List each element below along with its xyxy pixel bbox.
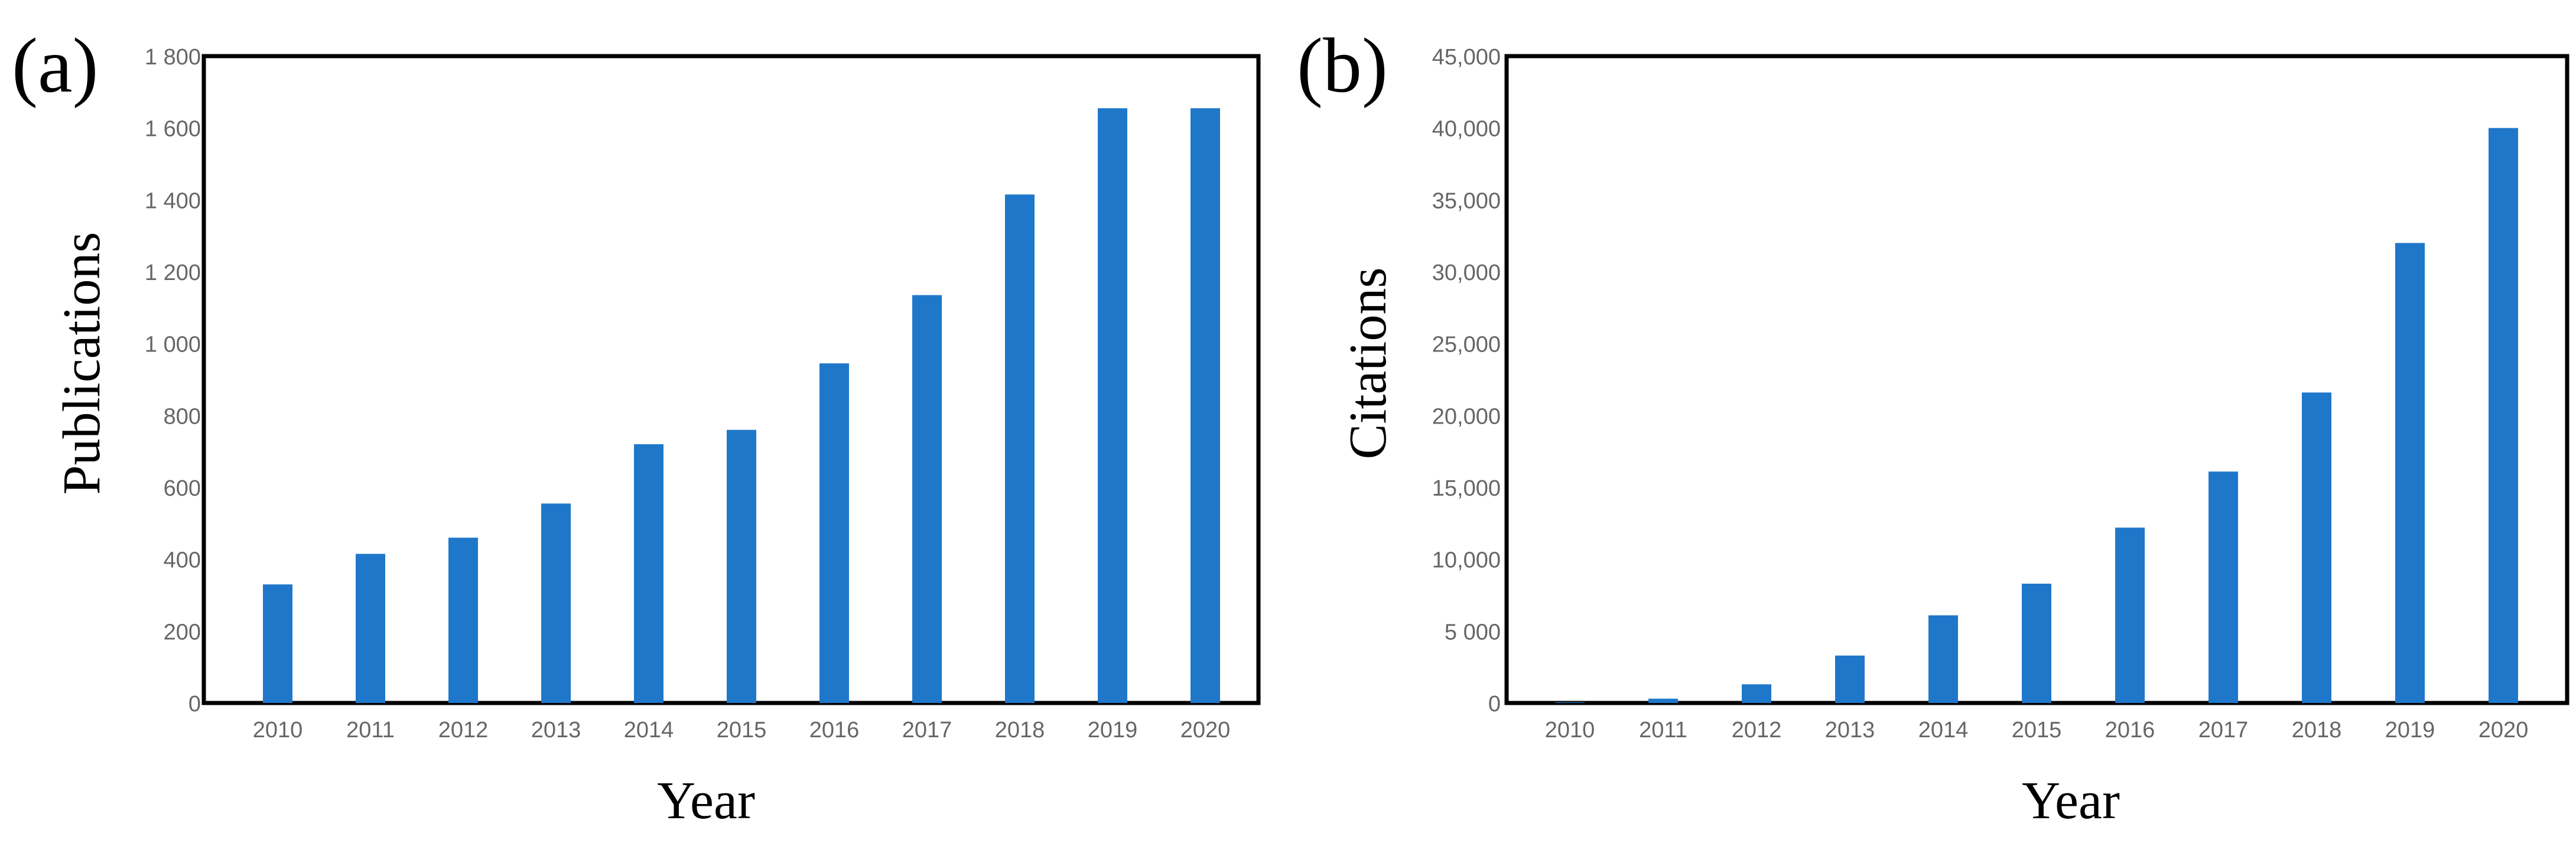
y-tick-label-b-45000: 45,000 — [1432, 45, 1501, 70]
y-tick-label-b-35000: 35,000 — [1432, 188, 1501, 213]
y-tick-label-b-30000: 30,000 — [1432, 261, 1501, 285]
y-tick-label-b-5000: 5 000 — [1445, 620, 1501, 645]
y-tick-label-a-200: 200 — [164, 620, 201, 645]
x-tick-label-a-2017: 2017 — [902, 718, 952, 743]
y-axis-title-b: Citations — [1339, 267, 1397, 459]
bar-a-2020 — [1191, 108, 1220, 704]
x-tick-label-b-2013: 2013 — [1825, 718, 1875, 743]
bar-b-2019 — [2395, 243, 2425, 703]
y-tick-label-b-0: 0 — [1488, 692, 1501, 717]
chart-a: (a) 0 200 400 600 800 1 000 1 200 1 400 1 600 1 8… — [12, 22, 1261, 830]
x-tick-label-b-2020: 2020 — [2479, 718, 2529, 743]
y-axis-title-a: Publications — [53, 232, 111, 495]
x-tick-label-b-2014: 2014 — [1918, 718, 1969, 743]
bar-b-2010 — [1555, 702, 1585, 703]
x-tick-label-a-2014: 2014 — [624, 718, 674, 743]
y-tick-label-a-1800: 1 800 — [145, 45, 201, 70]
x-tick-label-a-2019: 2019 — [1088, 718, 1138, 743]
x-tick-label-b-2018: 2018 — [2292, 718, 2342, 743]
bars-b — [1555, 128, 2518, 703]
x-tick-labels-b: 2010 2011 2012 2013 2014 2015 2016 2017 2018 2019… — [1545, 718, 2529, 743]
bar-b-2017 — [2209, 471, 2238, 703]
x-axis-title-a: Year — [657, 772, 755, 830]
y-tick-label-b-10000: 10,000 — [1432, 548, 1501, 573]
y-tick-label-a-800: 800 — [164, 404, 201, 429]
x-tick-label-a-2010: 2010 — [253, 718, 303, 743]
x-tick-label-a-2020: 2020 — [1180, 718, 1231, 743]
bar-a-2017 — [912, 295, 942, 704]
x-tick-label-b-2016: 2016 — [2105, 718, 2155, 743]
y-tick-label-a-1200: 1 200 — [145, 261, 201, 285]
x-tick-label-b-2017: 2017 — [2198, 718, 2249, 743]
x-tick-label-b-2019: 2019 — [2385, 718, 2435, 743]
bar-a-2013 — [541, 503, 571, 703]
y-tick-label-a-0: 0 — [188, 692, 201, 717]
x-axis-title-b: Year — [2022, 772, 2120, 830]
chart-b: (b) 0 5 000 10,000 15,000 20,000 25,000 30,000… — [1297, 22, 2570, 830]
x-tick-labels-a: 2010 2011 2012 2013 2014 2015 2016 2017 2018 2019… — [253, 718, 1231, 743]
x-tick-label-a-2018: 2018 — [995, 718, 1045, 743]
bar-a-2016 — [819, 363, 849, 703]
panel-label-a: (a) — [12, 22, 99, 109]
y-tick-labels-a: 0 200 400 600 800 1 000 1 200 1 400 1 600 1 800 — [145, 45, 201, 717]
bar-b-2012 — [1742, 684, 1771, 703]
y-tick-label-a-1000: 1 000 — [145, 333, 201, 357]
y-tick-label-b-40000: 40,000 — [1432, 117, 1501, 142]
x-tick-label-a-2013: 2013 — [531, 718, 581, 743]
bar-b-2016 — [2115, 528, 2145, 703]
y-tick-label-a-1400: 1 400 — [145, 188, 201, 213]
x-tick-label-a-2012: 2012 — [438, 718, 489, 743]
y-tick-label-a-1600: 1 600 — [145, 117, 201, 142]
y-tick-label-b-15000: 15,000 — [1432, 476, 1501, 501]
bar-b-2011 — [1648, 698, 1678, 703]
bar-a-2019 — [1098, 108, 1127, 704]
x-tick-label-a-2016: 2016 — [809, 718, 860, 743]
bar-a-2018 — [1005, 194, 1035, 703]
x-tick-label-b-2011: 2011 — [1639, 718, 1687, 743]
y-tick-label-b-25000: 25,000 — [1432, 333, 1501, 357]
x-tick-label-a-2015: 2015 — [717, 718, 767, 743]
bar-a-2012 — [448, 538, 478, 703]
bar-b-2013 — [1835, 655, 1865, 703]
bar-a-2015 — [727, 429, 756, 703]
bar-a-2014 — [634, 444, 663, 703]
bar-b-2015 — [2022, 584, 2051, 703]
y-tick-label-a-400: 400 — [164, 548, 201, 573]
bar-a-2010 — [263, 584, 292, 703]
y-tick-labels-b: 0 5 000 10,000 15,000 20,000 25,000 30,000 35,0… — [1432, 45, 1501, 717]
bar-b-2018 — [2302, 392, 2331, 703]
bar-a-2011 — [356, 554, 385, 703]
bar-b-2020 — [2489, 128, 2518, 703]
panel-label-b: (b) — [1297, 22, 1388, 109]
y-tick-label-b-20000: 20,000 — [1432, 404, 1501, 429]
x-tick-label-b-2015: 2015 — [2012, 718, 2062, 743]
x-tick-label-a-2011: 2011 — [346, 718, 395, 743]
bar-b-2014 — [1928, 615, 1958, 703]
bars-a — [263, 108, 1220, 704]
x-tick-label-b-2010: 2010 — [1545, 718, 1595, 743]
x-tick-label-b-2012: 2012 — [1732, 718, 1782, 743]
y-tick-label-a-600: 600 — [164, 476, 201, 501]
